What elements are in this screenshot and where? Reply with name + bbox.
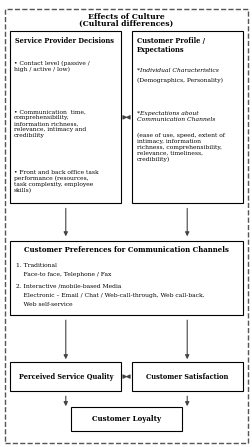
Text: 1. Traditional: 1. Traditional [16,263,57,268]
Text: *Individual Characteristics: *Individual Characteristics [136,68,218,73]
Bar [10,362,121,391]
Text: Customer Preferences for Communication Channels: Customer Preferences for Communication C… [24,246,228,254]
Text: Service Provider Decisions: Service Provider Decisions [15,37,114,45]
Text: Electronic – Email / Chat / Web-call-through, Web call-back,: Electronic – Email / Chat / Web-call-thr… [16,293,204,298]
Text: (ease of use, speed, extent of
intimacy, information
richness, comprehensibility: (ease of use, speed, extent of intimacy,… [136,133,224,162]
Bar [10,241,242,315]
Text: • Front and back office task
performance (resources,
task complexity, employee
s: • Front and back office task performance… [14,170,98,193]
Bar [10,31,121,203]
Text: Web self-service: Web self-service [16,302,73,307]
Text: Effects of Culture: Effects of Culture [88,13,164,21]
Text: Face-to face, Telephone / Fax: Face-to face, Telephone / Fax [16,272,111,277]
Text: • Contact level (passive /
high / active / low): • Contact level (passive / high / active… [14,60,89,72]
Bar [131,31,242,203]
Text: (Cultural differences): (Cultural differences) [79,20,173,28]
Text: Customer Profile /
Expectations: Customer Profile / Expectations [136,37,204,54]
Text: *Expectations about
Communication Channels: *Expectations about Communication Channe… [136,111,214,122]
Text: Perceived Service Quality: Perceived Service Quality [18,373,113,380]
Bar [131,362,242,391]
Text: • Communication  time,
comprehensibility,
information richness,
relevance, intim: • Communication time, comprehensibility,… [14,110,86,138]
Text: (Demographics, Personality): (Demographics, Personality) [136,78,222,84]
Text: Customer Loyalty: Customer Loyalty [91,415,161,423]
Bar [71,407,181,431]
Text: Customer Satisfaction: Customer Satisfaction [145,373,228,380]
Text: 2. Interactive /mobile-based Media: 2. Interactive /mobile-based Media [16,284,121,289]
